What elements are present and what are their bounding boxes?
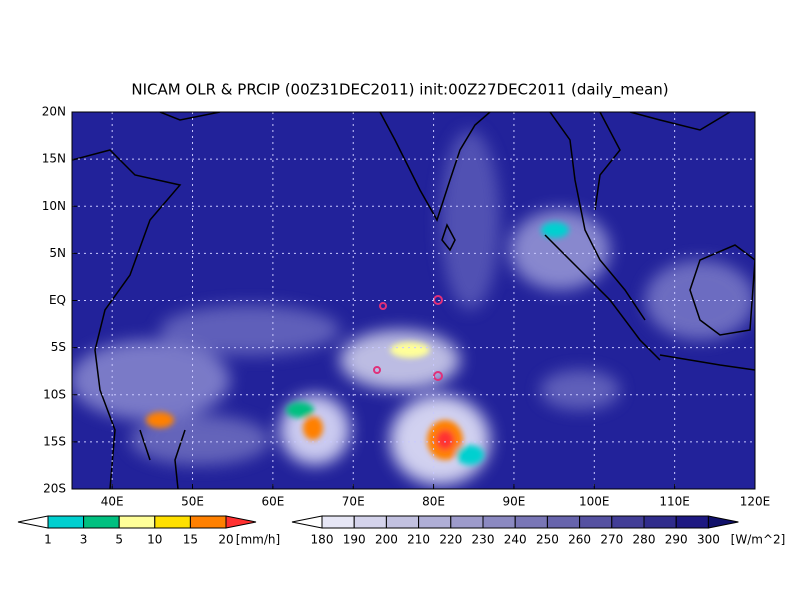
lon-label: 40E <box>101 495 124 509</box>
colorbar-box <box>418 515 452 529</box>
colorbar-box <box>321 515 355 529</box>
colorbar-box <box>643 515 677 529</box>
colorbar-label: 240 <box>504 533 527 547</box>
colorbar-box <box>83 515 120 529</box>
lat-label: 15N <box>42 152 66 166</box>
colorbar-label: 290 <box>665 533 688 547</box>
colorbar-label: 280 <box>633 533 656 547</box>
lon-label: 90E <box>503 495 526 509</box>
colorbar-label: 3 <box>80 533 88 547</box>
colorbar-label: 300 <box>697 533 720 547</box>
colorbar-label: 250 <box>536 533 559 547</box>
colorbar-label: 220 <box>439 533 462 547</box>
colorbar-box <box>154 515 191 529</box>
colorbar-end <box>17 515 49 529</box>
lat-label: 20S <box>43 482 66 496</box>
colorbar-box <box>611 515 645 529</box>
lat-label: 10S <box>43 387 66 401</box>
lon-label: 50E <box>181 495 204 509</box>
colorbar-label: 1 <box>44 533 52 547</box>
lon-label: 100E <box>579 495 610 509</box>
lon-label: 60E <box>261 495 284 509</box>
colorbar-label: 270 <box>600 533 623 547</box>
colorbar-end <box>291 515 323 529</box>
colorbar-unit: [W/m^2] <box>731 533 786 547</box>
colorbar-label: 10 <box>147 533 162 547</box>
colorbar-label: 15 <box>183 533 198 547</box>
lon-label: 110E <box>659 495 690 509</box>
colorbar-label: 190 <box>343 533 366 547</box>
lon-label: 120E <box>740 495 771 509</box>
colorbar-label: 20 <box>218 533 233 547</box>
colorbar-box <box>514 515 548 529</box>
colorbar-box <box>189 515 227 529</box>
colorbar-end <box>225 515 257 529</box>
lat-label: 5S <box>51 340 66 354</box>
lon-label: 80E <box>422 495 445 509</box>
map <box>72 112 755 489</box>
lat-label: 10N <box>42 199 66 213</box>
lon-label: 70E <box>342 495 365 509</box>
colorbar-end <box>707 515 739 529</box>
colorbar-box <box>482 515 516 529</box>
colorbar-box <box>385 515 420 529</box>
colorbar-label: 5 <box>115 533 123 547</box>
colorbar-label: 230 <box>472 533 495 547</box>
lat-label: 20N <box>42 105 66 119</box>
lat-label: 15S <box>43 434 66 448</box>
colorbar-box <box>579 515 613 529</box>
colorbar-box <box>353 515 387 529</box>
colorbar-box <box>47 515 85 529</box>
title: NICAM OLR & PRCIP (00Z31DEC2011) init:00… <box>131 81 668 100</box>
colorbar-box <box>675 515 709 529</box>
colorbar-label: 210 <box>407 533 430 547</box>
colorbar-unit: [mm/h] <box>236 533 280 547</box>
colorbar-box <box>118 515 156 529</box>
lat-label: EQ <box>49 293 66 307</box>
colorbar-label: 180 <box>311 533 334 547</box>
colorbar-label: 260 <box>568 533 591 547</box>
colorbar-label: 200 <box>375 533 398 547</box>
colorbar-box <box>450 515 484 529</box>
colorbar-box <box>546 515 581 529</box>
lat-label: 5N <box>49 246 66 260</box>
